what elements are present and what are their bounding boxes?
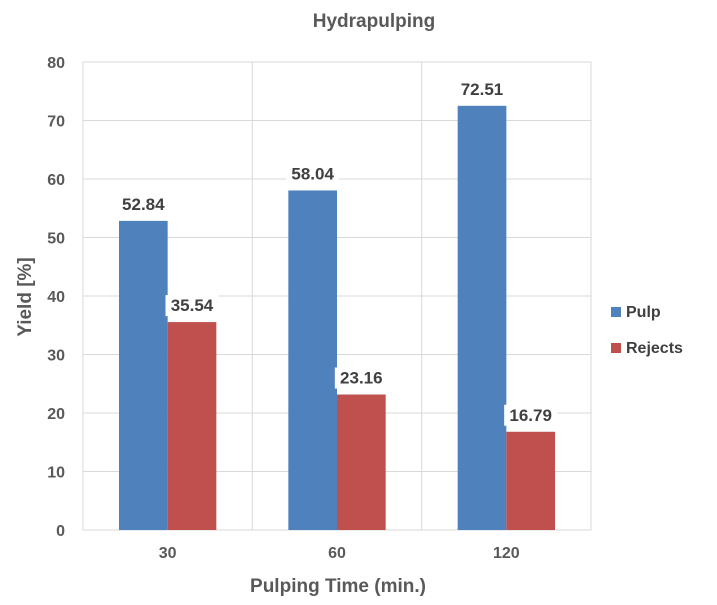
y-tick-label: 80 <box>47 55 65 72</box>
y-tick-label: 50 <box>47 231 65 248</box>
x-axis-title: Pulping Time (min.) <box>250 576 426 597</box>
legend-label-pulp: Pulp <box>626 304 661 321</box>
bar-pulp-30 <box>119 220 168 531</box>
y-tick-label: 70 <box>47 114 65 131</box>
chart-title: Hydrapulping <box>313 11 435 32</box>
data-label-bg <box>334 367 388 389</box>
x-axis-ticks: 30 60 120 <box>159 545 520 562</box>
y-axis-ticks: 0 10 20 30 40 50 60 70 80 <box>47 55 65 540</box>
legend-swatch-rejects <box>611 343 621 353</box>
bar-rejects-60 <box>337 394 386 530</box>
data-label: 35.54 <box>171 296 214 315</box>
data-label: 58.04 <box>291 164 334 183</box>
data-label: 52.84 <box>122 195 165 214</box>
y-tick-label: 40 <box>47 289 65 306</box>
y-axis-title: Yield [%] <box>15 257 36 337</box>
data-labels: 52.84 35.54 58.04 23.16 72.51 16.79 <box>116 78 558 426</box>
data-label-bg <box>116 193 170 215</box>
data-label-bg <box>286 163 340 185</box>
data-label-bg <box>455 78 509 100</box>
y-tick-label: 10 <box>47 465 65 482</box>
bar-pulp-120 <box>457 105 507 530</box>
x-tick-label: 120 <box>493 545 520 562</box>
data-label: 72.51 <box>461 80 504 99</box>
data-label-bg <box>504 404 558 426</box>
y-tick-label: 0 <box>56 523 65 540</box>
y-tick-label: 30 <box>47 348 65 365</box>
legend-swatch-pulp <box>611 307 621 317</box>
bar-rejects-30 <box>167 322 217 530</box>
data-label: 16.79 <box>509 406 552 425</box>
bars <box>119 105 555 531</box>
legend-label-rejects: Rejects <box>626 340 683 357</box>
y-tick-label: 20 <box>47 406 65 423</box>
legend: Pulp Rejects <box>611 304 683 357</box>
bar-rejects-120 <box>506 431 555 530</box>
x-tick-label: 60 <box>328 545 346 562</box>
data-label: 23.16 <box>340 369 383 388</box>
y-tick-label: 60 <box>47 172 65 189</box>
x-tick-label: 30 <box>159 545 177 562</box>
bar-pulp-60 <box>288 190 337 530</box>
data-label-bg <box>165 295 219 317</box>
